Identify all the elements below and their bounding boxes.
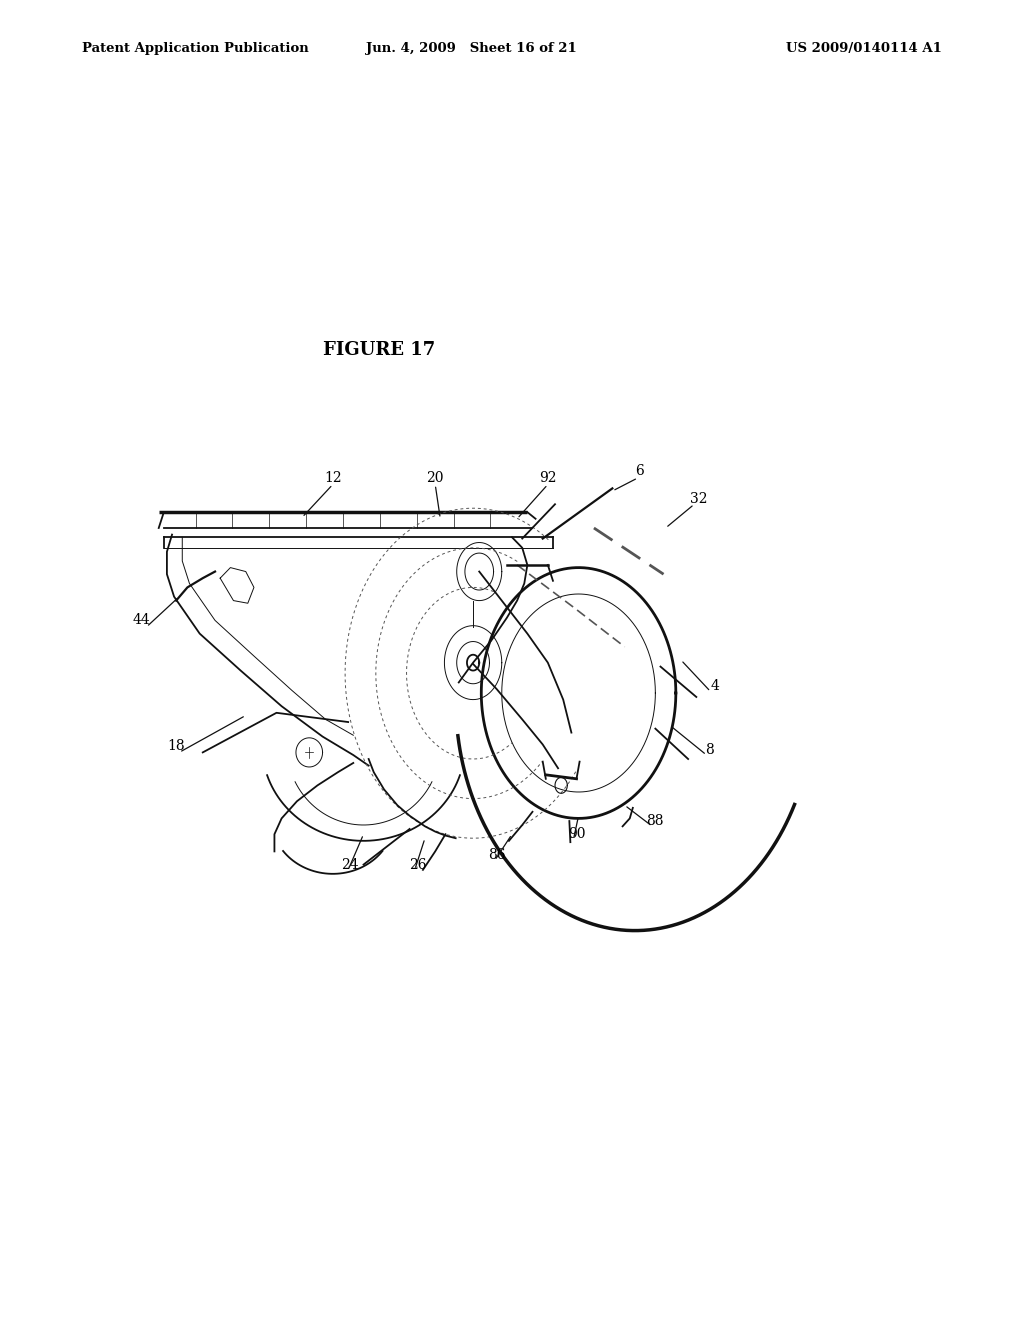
Text: 24: 24 bbox=[341, 858, 359, 871]
Text: FIGURE 17: FIGURE 17 bbox=[323, 341, 435, 359]
Text: 44: 44 bbox=[132, 614, 151, 627]
Text: 92: 92 bbox=[539, 471, 557, 484]
Text: 32: 32 bbox=[689, 492, 708, 506]
Text: 26: 26 bbox=[409, 858, 427, 871]
Text: 88: 88 bbox=[646, 814, 665, 828]
Text: 12: 12 bbox=[324, 471, 342, 484]
Text: 86: 86 bbox=[487, 849, 506, 862]
Text: US 2009/0140114 A1: US 2009/0140114 A1 bbox=[786, 42, 942, 55]
Text: 8: 8 bbox=[706, 743, 714, 756]
Text: 4: 4 bbox=[711, 680, 719, 693]
Text: 18: 18 bbox=[167, 739, 185, 752]
Text: 90: 90 bbox=[567, 828, 586, 841]
Text: Jun. 4, 2009   Sheet 16 of 21: Jun. 4, 2009 Sheet 16 of 21 bbox=[366, 42, 577, 55]
Text: Patent Application Publication: Patent Application Publication bbox=[82, 42, 308, 55]
Text: 20: 20 bbox=[426, 471, 444, 484]
Text: 6: 6 bbox=[636, 465, 644, 478]
